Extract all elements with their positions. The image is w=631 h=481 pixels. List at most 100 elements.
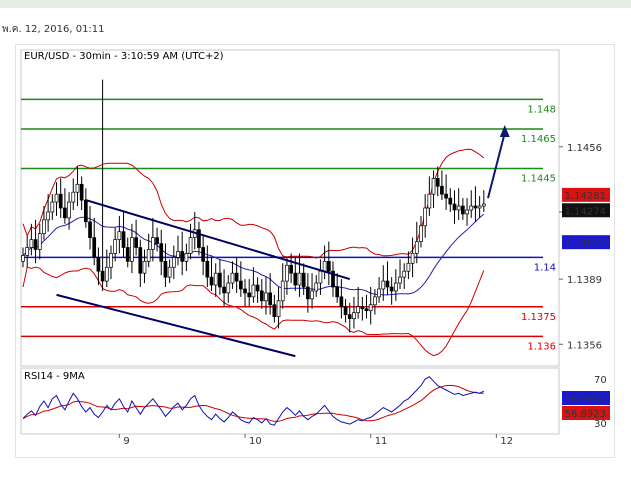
candle-body <box>63 207 67 219</box>
y-tick-label: 1.1389 <box>567 275 602 286</box>
candle-body <box>125 247 130 262</box>
candle-body <box>21 255 25 262</box>
candle-body <box>326 260 331 272</box>
candle-body <box>163 260 168 278</box>
candle-body <box>352 312 356 319</box>
candle-body <box>134 237 138 248</box>
candle-body <box>255 284 260 292</box>
timestamp: พ.ค. 12, 2016, 01:11 <box>2 24 105 35</box>
candle-body <box>335 286 340 298</box>
channel-line <box>56 293 296 358</box>
forecast-arrow-head <box>499 125 510 138</box>
level-label: 1.148 <box>527 104 556 115</box>
rsi-layer: 70 30 58.8467 56.8923 <box>22 375 610 430</box>
candle-body <box>297 272 302 286</box>
candle-body <box>88 221 92 238</box>
candle-body <box>423 207 428 227</box>
rsi-panel <box>20 367 560 435</box>
candle-body <box>310 290 314 300</box>
candle-body <box>431 178 436 195</box>
candle-body <box>213 272 218 286</box>
x-tick-label: 9 <box>123 436 129 447</box>
candle-body <box>176 251 180 258</box>
candle-body <box>167 266 172 278</box>
candle-body <box>42 219 46 235</box>
candle-body <box>130 237 134 262</box>
candle-body <box>96 257 101 272</box>
candle-body <box>456 205 461 211</box>
candle-body <box>259 290 264 302</box>
candle-body <box>440 185 444 195</box>
candle-body <box>100 270 105 282</box>
candle-body <box>54 193 59 203</box>
candle-body <box>188 237 193 254</box>
candle-body <box>435 178 440 187</box>
price-layer: 1.148 1.1465 1.1445 1.14 1.1375 1.136 1.1456 1.… <box>21 79 610 358</box>
candle-body <box>50 201 55 213</box>
candle-body <box>331 270 335 288</box>
price-badge-label: 1.14077 <box>565 238 606 249</box>
candle-body <box>92 237 97 258</box>
candle-body <box>301 272 306 288</box>
candle-body <box>389 286 394 292</box>
rsi-ma-badge-label: 56.8923 <box>565 409 606 420</box>
candle-body <box>461 205 465 215</box>
candle-body <box>373 296 377 306</box>
candle-body <box>393 282 398 292</box>
candle-body <box>280 280 285 302</box>
candle-body <box>222 286 226 294</box>
chart-card: 1.148 1.1465 1.1445 1.14 1.1375 1.136 1.1456 1.… <box>15 44 615 458</box>
level-label: 1.14 <box>534 262 556 273</box>
candle-body <box>347 314 352 319</box>
candle-body <box>71 191 76 203</box>
rsi-badge <box>562 391 610 405</box>
candle-body <box>151 237 155 250</box>
x-axis: 9 10 11 12 <box>118 434 513 447</box>
candle-body <box>113 239 118 254</box>
candle-body <box>83 199 88 223</box>
candle-body <box>46 211 50 221</box>
candle-body <box>209 276 214 286</box>
price-badge <box>562 187 610 202</box>
candle-body <box>318 270 323 284</box>
candle-body <box>146 249 151 262</box>
candle-body <box>452 203 457 211</box>
candle-body <box>343 306 348 316</box>
y-tick-label: 1.1356 <box>567 340 602 351</box>
candle-body <box>230 272 235 284</box>
candle-body <box>427 193 432 209</box>
candle-body <box>159 243 164 262</box>
rsi-ma-badge <box>562 406 610 420</box>
candle-body <box>264 292 268 302</box>
candle-body <box>33 239 38 250</box>
level-label: 1.136 <box>527 341 556 352</box>
candle-body <box>293 272 298 286</box>
price-badge <box>562 203 610 218</box>
candle-body <box>268 292 273 306</box>
chart-svg[interactable]: 1.148 1.1465 1.1445 1.14 1.1375 1.136 1.1456 1.… <box>16 45 614 457</box>
rsi-line <box>22 376 485 426</box>
candle-body <box>419 225 423 242</box>
candle-body <box>184 253 189 262</box>
candle-body <box>121 231 126 248</box>
candle-body <box>469 205 474 211</box>
candle-body <box>364 308 369 312</box>
candle-body <box>272 304 277 317</box>
candle-body <box>171 257 176 268</box>
chart-title: EUR/USD - 30min - 3:10:59 AM (UTC+2) <box>24 51 224 62</box>
candle-body <box>398 276 402 284</box>
candle-body <box>180 251 185 262</box>
candle-body <box>58 193 63 209</box>
x-tick-label: 12 <box>500 436 513 447</box>
rsi-tick-label: 30 <box>594 419 607 430</box>
candle-body <box>481 203 486 207</box>
candle-body <box>67 201 71 219</box>
level-label: 1.1375 <box>521 312 556 323</box>
candle-body <box>306 286 310 300</box>
candle-body <box>29 239 34 248</box>
candle-body <box>243 288 247 294</box>
candle-body <box>377 288 381 298</box>
x-tick-label: 11 <box>375 436 388 447</box>
candle-body <box>402 270 407 278</box>
candle-body <box>138 247 143 274</box>
